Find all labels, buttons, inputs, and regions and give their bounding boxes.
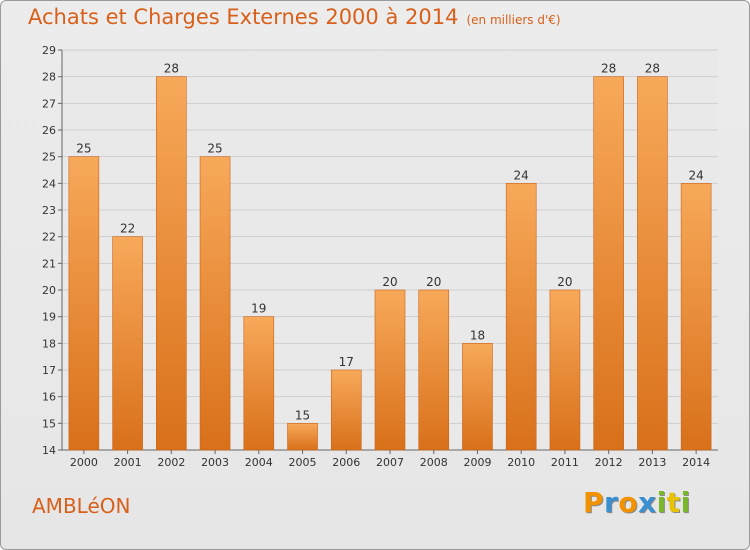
x-tick-label: 2007: [376, 456, 404, 469]
x-tick-label: 2010: [507, 456, 535, 469]
y-tick-label: 20: [42, 284, 56, 297]
y-tick-label: 22: [42, 231, 56, 244]
y-tick-label: 18: [42, 337, 56, 350]
x-tick-label: 2006: [332, 456, 360, 469]
x-tick-label: 2011: [551, 456, 579, 469]
bar: [68, 156, 100, 451]
y-tick-label: 24: [42, 177, 56, 190]
y-tick-label: 15: [42, 417, 56, 430]
bar: [505, 183, 537, 451]
x-tick-label: 2009: [463, 456, 491, 469]
bar-value-label: 24: [514, 168, 529, 182]
logo-letter: t: [666, 486, 681, 519]
bar-value-label: 19: [251, 302, 266, 316]
x-tick-label: 2001: [114, 456, 142, 469]
bar: [112, 236, 143, 451]
bar-value-label: 15: [295, 408, 310, 422]
x-tick-label: 2005: [289, 456, 317, 469]
y-tick-label: 16: [42, 391, 56, 404]
bar: [549, 289, 581, 451]
logo-letter: r: [604, 486, 619, 519]
y-tick-label: 14: [42, 444, 56, 457]
bar: [418, 289, 450, 451]
x-tick-label: 2008: [420, 456, 448, 469]
bar-value-label: 24: [688, 168, 703, 182]
x-tick-label: 2013: [638, 456, 666, 469]
bar-value-label: 25: [76, 142, 91, 156]
bar: [156, 76, 187, 451]
bar-value-label: 20: [382, 275, 397, 289]
bar: [287, 423, 318, 451]
y-tick-label: 29: [42, 44, 56, 57]
chart-unit: (en milliers d'€): [466, 13, 561, 27]
bar-value-label: 28: [601, 62, 616, 76]
bar-value-label: 20: [557, 275, 572, 289]
bar: [593, 76, 624, 451]
bar: [374, 289, 406, 451]
x-tick-label: 2014: [682, 456, 710, 469]
y-tick-label: 17: [42, 364, 56, 377]
x-tick-label: 2000: [70, 456, 98, 469]
bar-value-label: 22: [120, 222, 135, 236]
proxiti-logo: Proxiti: [583, 486, 691, 519]
bar-value-label: 18: [470, 328, 485, 342]
bar: [680, 183, 712, 451]
bar: [243, 316, 275, 451]
y-tick-label: 28: [42, 71, 56, 84]
x-tick-label: 2002: [157, 456, 185, 469]
bar: [462, 343, 493, 451]
logo-letter: x: [638, 486, 657, 519]
logo-letter: i: [656, 486, 667, 519]
bar-value-label: 25: [207, 142, 222, 156]
y-tick-label: 21: [42, 257, 56, 270]
logo-letter: P: [583, 486, 605, 519]
bar: [199, 156, 231, 451]
logo-letter: o: [618, 486, 639, 519]
chart-title: Achats et Charges Externes 2000 à 2014 (e…: [28, 5, 561, 29]
bar-value-label: 28: [645, 62, 660, 76]
y-tick-label: 23: [42, 204, 56, 217]
y-tick-label: 19: [42, 311, 56, 324]
logo-letter: i: [680, 486, 691, 519]
bar: [330, 369, 362, 451]
y-tick-label: 27: [42, 97, 56, 110]
y-tick-label: 26: [42, 124, 56, 137]
commune-name: AMBLéON: [32, 494, 131, 518]
x-tick-label: 2003: [201, 456, 229, 469]
chart-title-text: Achats et Charges Externes 2000 à 2014: [28, 5, 459, 29]
bar: [637, 76, 668, 451]
y-tick-label: 25: [42, 151, 56, 164]
x-tick-label: 2004: [245, 456, 273, 469]
bar-value-label: 20: [426, 275, 441, 289]
x-tick-label: 2012: [595, 456, 623, 469]
bar-value-label: 28: [164, 62, 179, 76]
bar-value-label: 17: [339, 355, 354, 369]
